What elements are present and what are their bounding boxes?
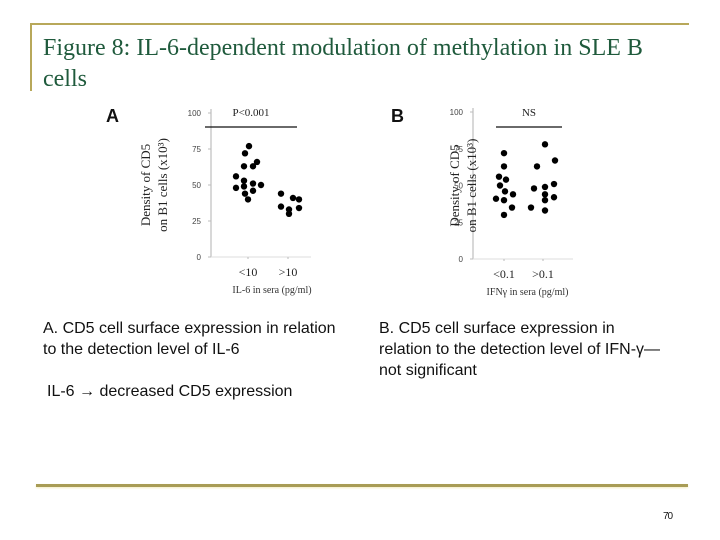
left-rule [30, 23, 32, 91]
data-point [257, 181, 265, 189]
data-point [241, 190, 249, 197]
y-tick-label: 0 [197, 253, 202, 262]
y-tick-label: 75 [454, 145, 463, 154]
data-point [289, 194, 297, 202]
x-axis-label: IFNγ in sera (pg/ml) [487, 287, 569, 298]
y-tick-label: 100 [450, 108, 464, 117]
data-point [249, 187, 257, 194]
data-point [496, 182, 504, 189]
x-axis-label: IL-6 in sera (pg/ml) [232, 285, 311, 296]
y-tick-label: 25 [192, 217, 201, 226]
data-point [500, 149, 508, 157]
data-point [295, 204, 303, 212]
data-point [500, 163, 508, 170]
data-point [295, 196, 303, 203]
data-point [232, 184, 240, 192]
data-point [551, 157, 559, 164]
y-tick-label: 75 [192, 145, 201, 154]
caption-a-note: IL-6 → decreased CD5 expression [47, 383, 293, 400]
y-tick-label: 25 [454, 218, 463, 227]
data-point [249, 163, 257, 170]
data-point [232, 173, 240, 180]
page-number: 70 [663, 511, 673, 522]
x-category-label: >10 [279, 265, 298, 279]
data-point [533, 163, 541, 170]
x-category-label: <0.1 [493, 267, 515, 281]
data-point [500, 211, 508, 219]
top-rule [30, 23, 689, 25]
data-point [541, 183, 549, 191]
data-point [550, 180, 558, 188]
data-point [527, 204, 535, 211]
data-point [240, 183, 248, 190]
y-axis-label: Density of CD5 on B1 cells (x10³) [138, 138, 170, 232]
data-point [501, 188, 509, 195]
data-point [500, 197, 508, 204]
data-point [277, 203, 285, 210]
caption-b: B. CD5 cell surface expression in relati… [379, 320, 661, 379]
y-axis-label: Density of CD5 on B1 cells (x10³) [447, 139, 479, 233]
data-point [541, 141, 549, 148]
data-point [508, 204, 516, 211]
x-category-label: <10 [239, 265, 258, 279]
panel-label: A [106, 106, 119, 126]
data-point [502, 176, 510, 183]
significance-annotation: NS [522, 107, 536, 119]
slide-title: Figure 8: IL-6-dependent modulation of m… [43, 35, 643, 92]
y-tick-label: 50 [454, 182, 463, 191]
data-point [277, 190, 285, 197]
data-point [245, 142, 253, 150]
y-tick-label: 0 [459, 255, 464, 264]
panel-label: B [391, 106, 404, 126]
bottom-rule [36, 484, 688, 487]
data-point [509, 191, 517, 198]
data-point [241, 150, 249, 157]
data-point [541, 197, 549, 204]
data-point [285, 210, 293, 217]
data-point [541, 191, 549, 198]
x-category-label: >0.1 [532, 267, 554, 281]
data-point [249, 180, 257, 187]
y-tick-label: 100 [188, 109, 202, 118]
data-point [550, 194, 558, 201]
data-point [240, 177, 248, 184]
y-tick-label: 50 [192, 181, 201, 190]
chart-panel-b: B 0 25 50 75 100 Density of CD5 on B1 cells (x1… [385, 98, 615, 303]
significance-annotation: P<0.001 [232, 107, 269, 119]
caption-a: A. CD5 cell surface expression in relati… [43, 320, 336, 358]
data-point [244, 196, 252, 203]
data-point [253, 158, 261, 166]
data-point [492, 195, 500, 202]
chart-panel-a: A 0 25 50 75 100 Density of CD5 on B1 cells (x1… [100, 98, 330, 303]
data-point [240, 163, 248, 170]
data-point [495, 173, 503, 180]
data-point [530, 185, 538, 192]
data-point [541, 207, 549, 214]
